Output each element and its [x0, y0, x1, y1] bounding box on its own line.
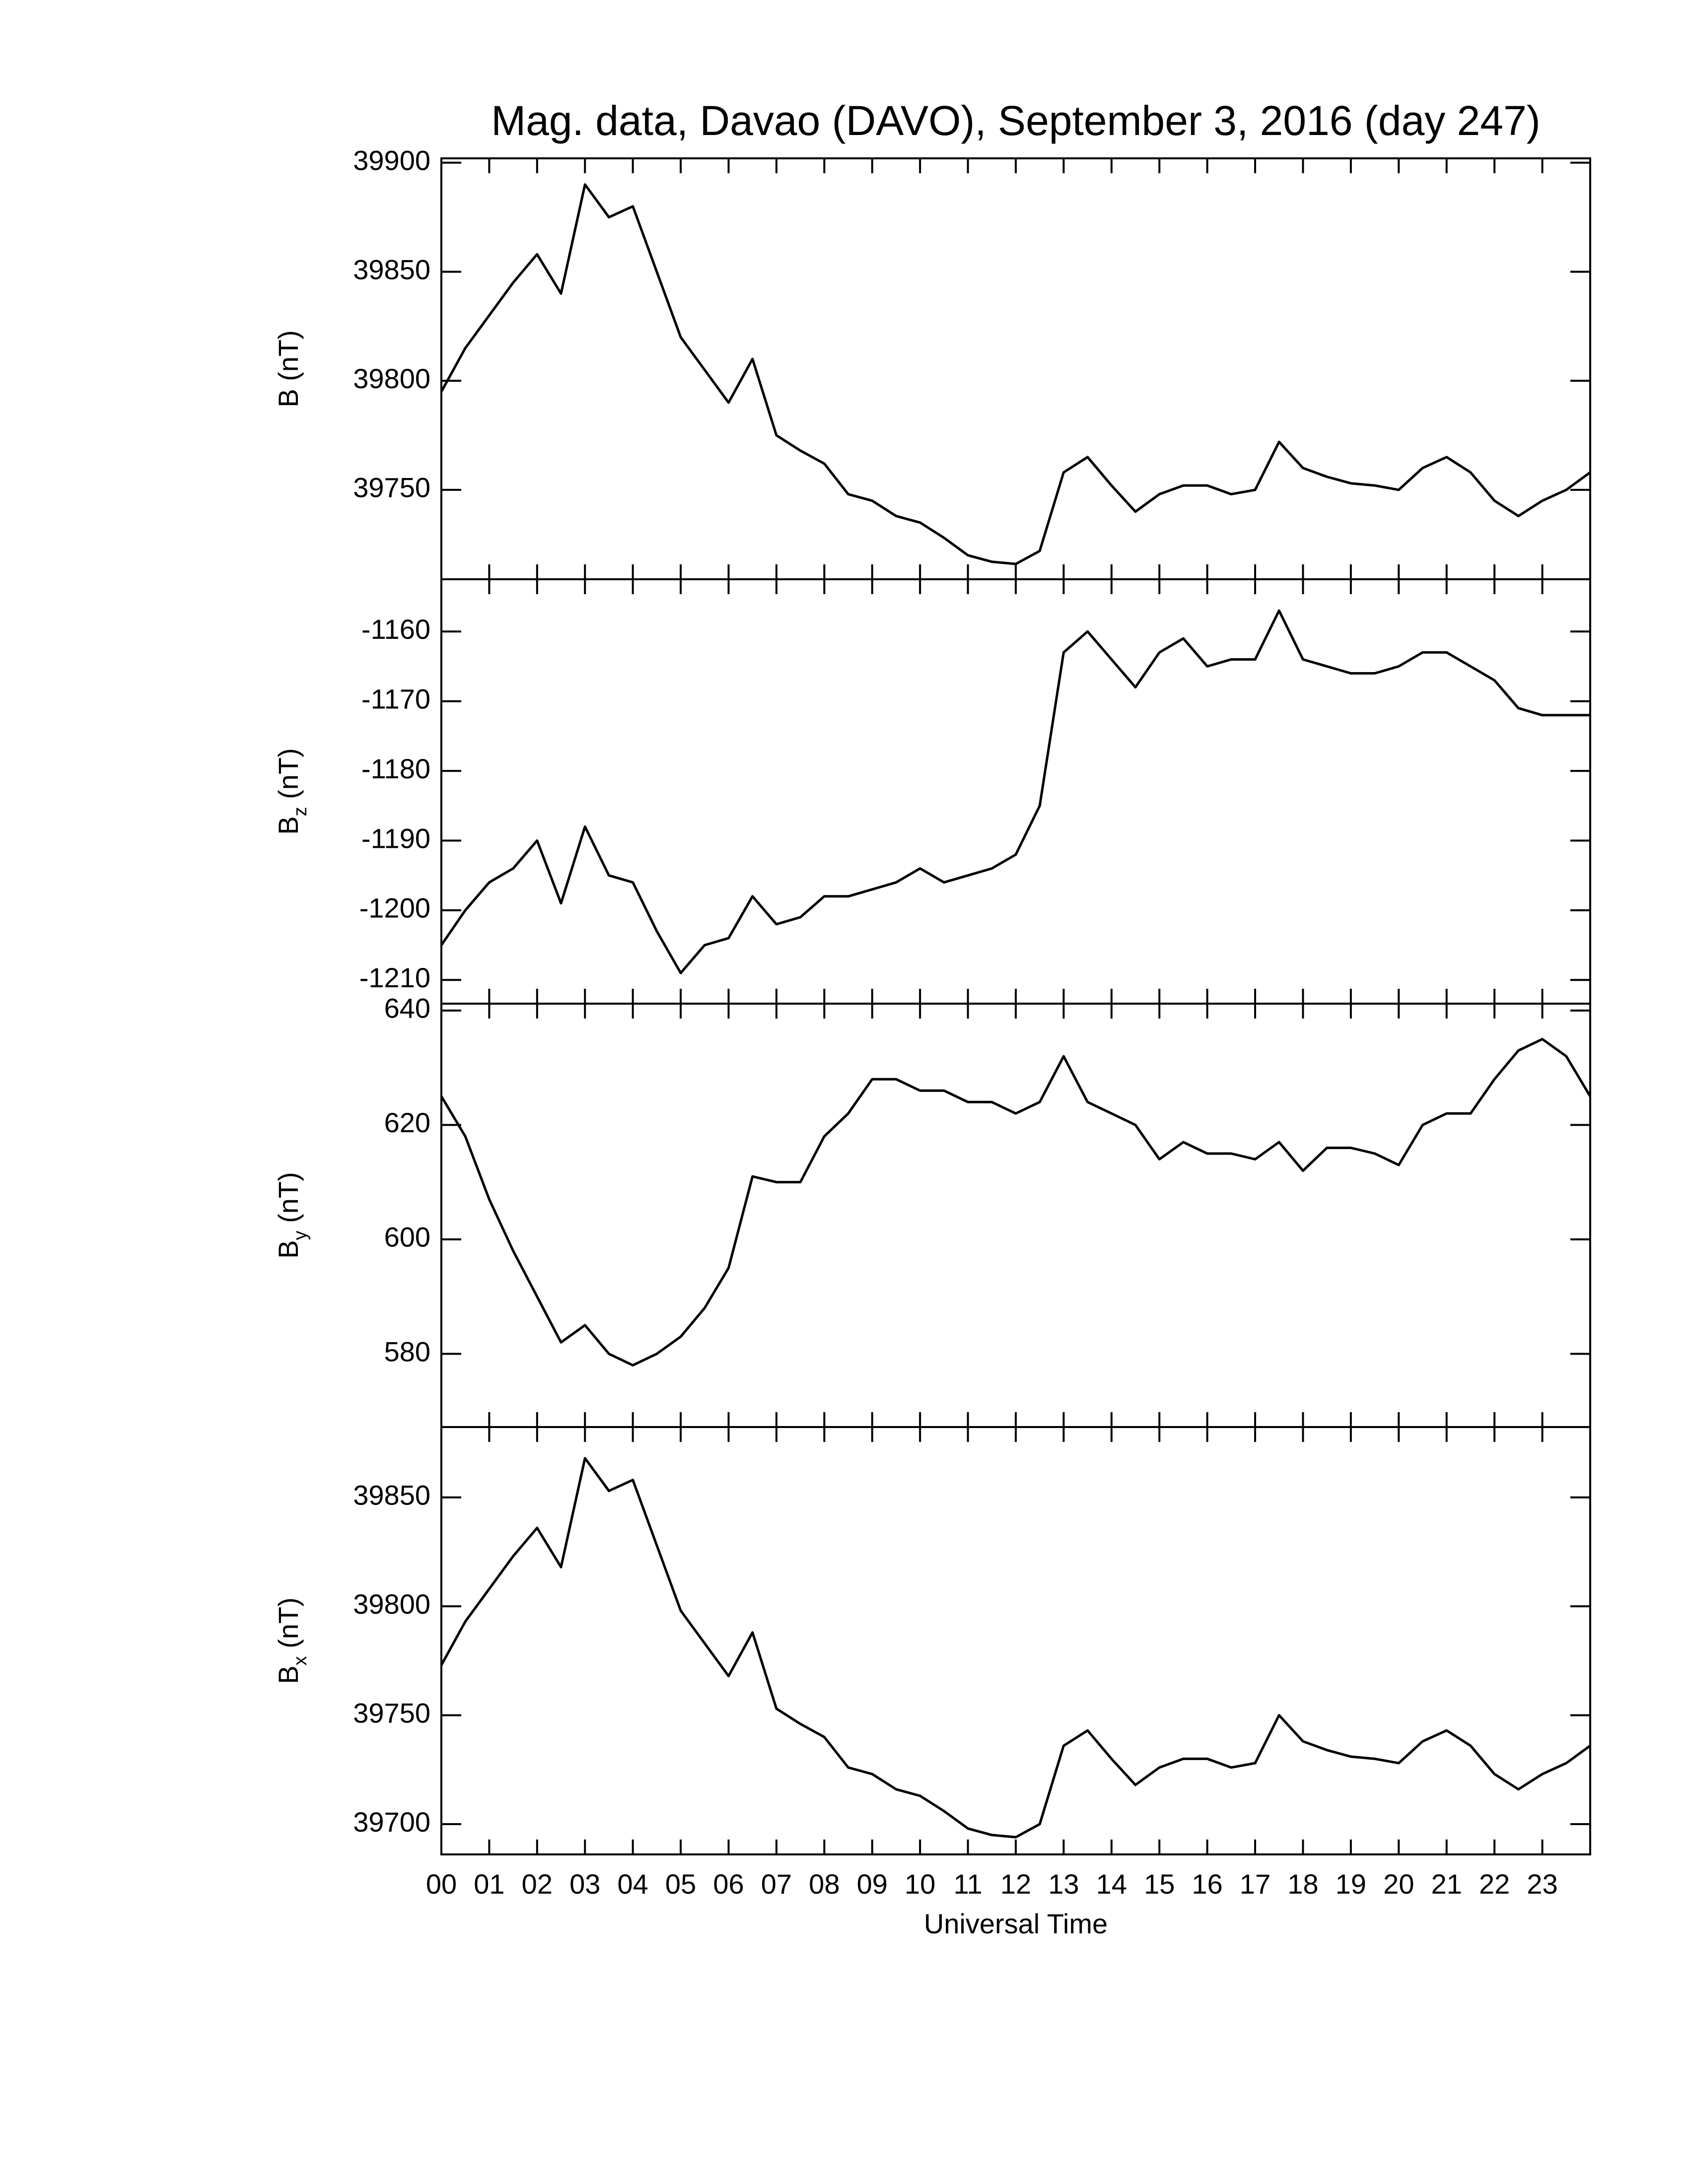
x-tick-label: 13 — [1048, 1868, 1079, 1900]
x-axis-label: Universal Time — [924, 1908, 1108, 1939]
x-tick-label: 09 — [857, 1868, 888, 1900]
y-label-subscript: x — [290, 1656, 311, 1665]
y-tick-label: 39850 — [353, 254, 430, 285]
data-line — [440, 1038, 1592, 1366]
y-axis-label: Bz (nT) — [273, 748, 311, 835]
x-tick-label: 08 — [809, 1868, 840, 1900]
y-tick-label: 39800 — [353, 363, 430, 394]
x-tick-label: 20 — [1383, 1868, 1414, 1900]
y-tick-label: 39800 — [353, 1588, 430, 1620]
y-label-unit: (nT) — [273, 1597, 304, 1656]
y-label-symbol: B — [273, 1665, 304, 1684]
data-line — [440, 1457, 1591, 1839]
x-tick-label: 19 — [1336, 1868, 1366, 1900]
x-tick-label: 22 — [1479, 1868, 1510, 1900]
y-tick-label: 39850 — [353, 1480, 430, 1511]
y-axis-label: B (nT) — [273, 330, 304, 408]
plot-frame — [440, 578, 1591, 1005]
y-tick-label: 39750 — [353, 472, 430, 503]
y-tick-label: -1170 — [361, 683, 430, 714]
x-tick-label: 14 — [1096, 1868, 1127, 1900]
y-label-symbol: B — [273, 816, 304, 834]
x-tick-label: 21 — [1431, 1868, 1462, 1900]
x-tick-label: 02 — [522, 1868, 553, 1900]
y-tick-label: 620 — [384, 1107, 430, 1138]
x-tick-label: 01 — [474, 1868, 504, 1900]
y-tick-label: 39700 — [353, 1806, 430, 1838]
y-label-symbol: B — [273, 389, 304, 407]
y-tick-label: 39750 — [353, 1697, 430, 1728]
y-tick-label: -1160 — [361, 614, 430, 645]
x-tick-label: 00 — [426, 1868, 457, 1900]
x-tick-label: 17 — [1240, 1868, 1270, 1900]
x-tick-label: 10 — [905, 1868, 935, 1900]
data-line — [440, 609, 1590, 974]
x-tick-label: 15 — [1144, 1868, 1175, 1900]
y-tick-label: -1180 — [361, 753, 430, 784]
x-tick-label: 03 — [569, 1868, 600, 1900]
plot-frame — [440, 1003, 1591, 1428]
x-tick-label: 23 — [1527, 1868, 1557, 1900]
y-label-subscript: y — [290, 1230, 311, 1240]
x-tick-label: 06 — [713, 1868, 744, 1900]
y-label-symbol: B — [273, 1240, 304, 1258]
x-tick-label: 07 — [761, 1868, 792, 1900]
x-tick-label: 18 — [1287, 1868, 1318, 1900]
plot-frame — [440, 1426, 1591, 1855]
y-label-unit: (nT) — [273, 1172, 304, 1230]
x-tick-label: 05 — [665, 1868, 696, 1900]
y-tick-label: -1190 — [361, 822, 430, 854]
y-label-unit: (nT) — [273, 330, 304, 389]
y-tick-label: -1200 — [359, 892, 430, 924]
y-tick-label: 580 — [384, 1336, 430, 1367]
y-tick-label: -1210 — [359, 962, 430, 993]
y-label-unit: (nT) — [273, 748, 304, 807]
chart-title: Mag. data, Davao (DAVO), September 3, 20… — [491, 97, 1541, 144]
data-line — [440, 183, 1591, 565]
x-tick-label: 16 — [1192, 1868, 1223, 1900]
x-tick-label: 04 — [618, 1868, 648, 1900]
y-tick-label: 39900 — [353, 145, 430, 176]
y-tick-label: 600 — [384, 1222, 430, 1253]
x-tick-label: 11 — [954, 1868, 983, 1900]
y-label-subscript: z — [290, 807, 311, 816]
plot-frame — [440, 157, 1591, 580]
y-axis-label: Bx (nT) — [273, 1597, 311, 1684]
y-tick-label: 640 — [384, 993, 430, 1024]
x-tick-label: 12 — [1000, 1868, 1031, 1900]
y-axis-label: By (nT) — [273, 1172, 311, 1259]
